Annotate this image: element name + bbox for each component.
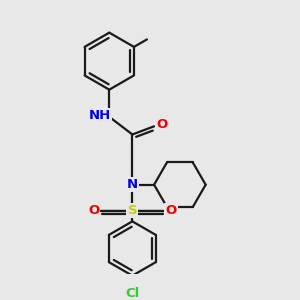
Text: O: O [156,118,167,131]
Text: N: N [127,178,138,191]
Text: NH: NH [88,109,111,122]
Text: Cl: Cl [125,287,140,300]
Text: O: O [166,204,177,217]
Text: O: O [88,204,99,217]
Text: S: S [128,204,137,217]
